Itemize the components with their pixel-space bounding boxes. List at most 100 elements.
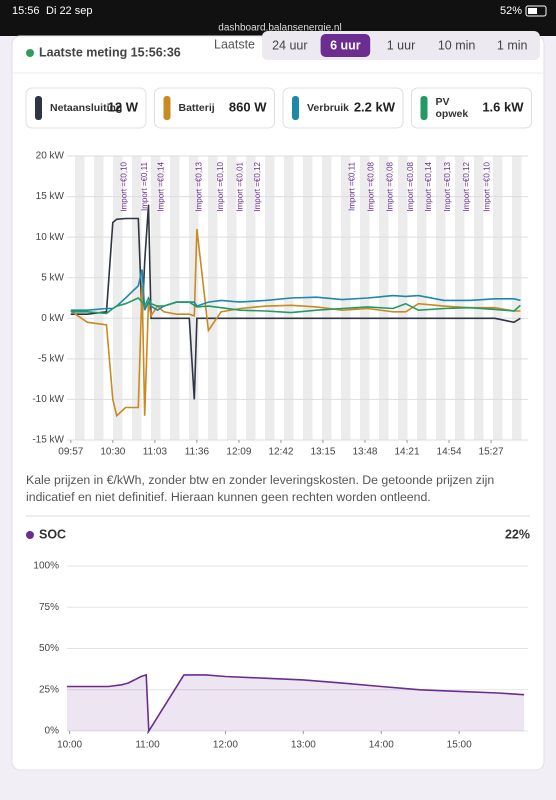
series-line bbox=[70, 204, 521, 400]
range-option[interactable]: 6 uur bbox=[330, 38, 361, 52]
x-tick-label: 09:57 bbox=[58, 447, 83, 458]
stripe bbox=[455, 156, 465, 440]
x-tick-label: 12:09 bbox=[226, 447, 251, 458]
price-annotation: Import =€0,01 bbox=[235, 161, 244, 211]
y-tick-label: -15 kW bbox=[32, 435, 64, 446]
stripe bbox=[512, 156, 522, 440]
battery-fill bbox=[528, 8, 537, 14]
price-annotation: Import =€0,12 bbox=[253, 161, 262, 211]
status-dot bbox=[26, 49, 34, 57]
x-tick-label: 13:15 bbox=[310, 447, 335, 458]
stripe bbox=[208, 156, 218, 440]
date: Di 22 sep bbox=[46, 5, 92, 17]
price-annotation: Import =€0,12 bbox=[462, 161, 471, 211]
y-tick-label: 50% bbox=[39, 643, 59, 654]
card-label: PV opwek bbox=[436, 96, 469, 120]
x-tick-label: 11:00 bbox=[135, 740, 160, 751]
range-option[interactable]: 24 uur bbox=[272, 38, 307, 52]
stripe bbox=[436, 156, 446, 440]
range-option[interactable]: 1 uur bbox=[387, 38, 416, 52]
x-tick-label: 15:00 bbox=[447, 740, 472, 751]
range-selected bbox=[320, 34, 371, 57]
price-note: Kale prijzen in €/kWh, zonder btw en zon… bbox=[26, 473, 495, 504]
stripe bbox=[417, 156, 427, 440]
x-tick-label: 14:54 bbox=[437, 447, 462, 458]
x-tick-label: 15:27 bbox=[479, 447, 504, 458]
x-tick-label: 11:36 bbox=[185, 447, 210, 458]
stripe bbox=[94, 156, 104, 440]
x-tick-label: 13:00 bbox=[291, 740, 316, 751]
y-tick-label: -10 kW bbox=[32, 394, 64, 405]
price-annotation: Import =€0,10 bbox=[482, 161, 491, 211]
x-tick-label: 12:42 bbox=[268, 447, 293, 458]
stripe bbox=[398, 156, 408, 440]
price-annotation: Import =€0,13 bbox=[443, 161, 452, 211]
card bbox=[154, 87, 275, 129]
range-option[interactable]: 10 min bbox=[438, 38, 476, 52]
y-tick-label: 0% bbox=[45, 726, 60, 737]
x-tick-label: 13:48 bbox=[352, 447, 377, 458]
card bbox=[25, 87, 147, 129]
stripe bbox=[474, 156, 484, 440]
card-color bbox=[420, 96, 428, 120]
y-tick-label: 100% bbox=[33, 561, 59, 572]
card-color bbox=[292, 96, 299, 120]
price-annotation: Import =€0,11 bbox=[347, 161, 356, 211]
soc-current: 22% bbox=[505, 527, 530, 541]
card-value: 12 W bbox=[108, 99, 139, 114]
card bbox=[411, 87, 532, 129]
card-label: Verbruik bbox=[307, 102, 349, 114]
card-value: 860 W bbox=[229, 99, 267, 114]
price-annotation: Import =€0,10 bbox=[216, 161, 225, 211]
x-tick-label: 14:00 bbox=[369, 740, 394, 751]
series-line bbox=[70, 228, 521, 418]
url: dashboard.balansenergie.nl bbox=[218, 23, 341, 34]
card-label: Netaansluiting bbox=[50, 102, 122, 114]
soc-dot bbox=[26, 531, 34, 539]
stripe bbox=[189, 156, 199, 440]
x-tick-label: 14:21 bbox=[395, 447, 420, 458]
stripe bbox=[170, 156, 180, 440]
price-annotation: Import =€0,14 bbox=[424, 161, 433, 211]
series-line bbox=[70, 296, 521, 315]
y-tick-label: 75% bbox=[39, 602, 59, 613]
x-tick-label: 10:30 bbox=[100, 447, 125, 458]
y-tick-label: 5 kW bbox=[41, 272, 64, 283]
x-tick-label: 11:03 bbox=[143, 447, 168, 458]
stripe bbox=[265, 156, 275, 440]
stripe bbox=[246, 156, 256, 440]
price-annotation: Import =€0,13 bbox=[195, 161, 204, 211]
stripe bbox=[341, 156, 351, 440]
series-line bbox=[67, 673, 525, 734]
y-tick-label: 10 kW bbox=[36, 232, 65, 243]
x-tick-label: 10:00 bbox=[57, 740, 82, 751]
card-color bbox=[35, 96, 42, 120]
card bbox=[282, 87, 404, 129]
y-tick-label: 20 kW bbox=[36, 151, 65, 162]
soc-title: SOC bbox=[39, 527, 66, 541]
y-tick-label: -5 kW bbox=[38, 353, 65, 364]
price-annotation: Import =€0,08 bbox=[406, 161, 415, 211]
price-annotation: Import =€0,14 bbox=[156, 161, 165, 211]
range-option[interactable]: 1 min bbox=[497, 38, 528, 52]
clock: 15:56 bbox=[12, 5, 40, 17]
stripe bbox=[151, 156, 161, 440]
status-bar bbox=[0, 0, 556, 36]
battery-level: 52% bbox=[500, 5, 522, 17]
price-annotation: Import =€0,08 bbox=[386, 161, 395, 211]
battery-icon bbox=[525, 5, 547, 17]
stripe bbox=[227, 156, 237, 440]
y-tick-label: 15 kW bbox=[36, 191, 65, 202]
card-value: 1.6 kW bbox=[482, 99, 524, 114]
stripe bbox=[113, 156, 123, 440]
stripe bbox=[75, 156, 85, 440]
card-value: 2.2 kW bbox=[354, 99, 396, 114]
price-annotation: Import =€0,08 bbox=[366, 161, 375, 211]
price-annotation: Import =€0,11 bbox=[140, 161, 149, 211]
price-annotation: Import =€0,10 bbox=[119, 161, 128, 211]
range-label: Laatste bbox=[214, 37, 255, 51]
x-tick-label: 12:00 bbox=[213, 740, 238, 751]
y-tick-label: 0 kW bbox=[41, 313, 64, 324]
